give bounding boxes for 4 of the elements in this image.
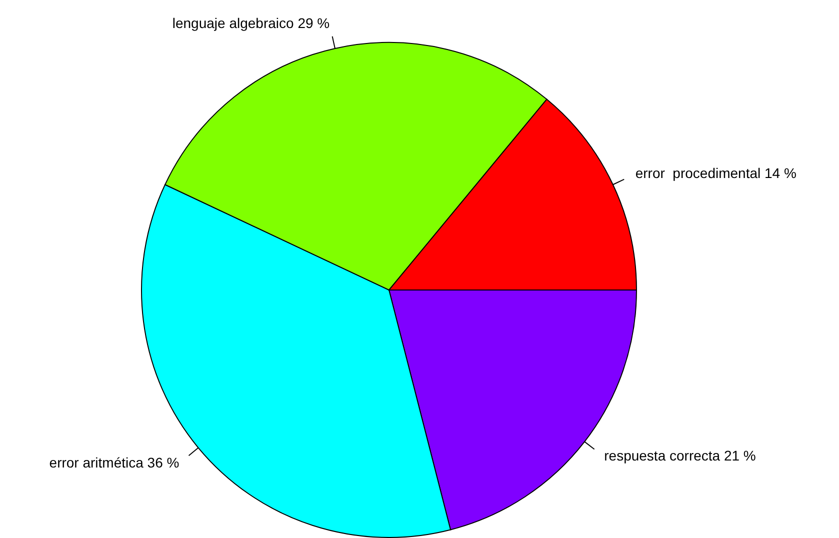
slice-label: error aritmética 36 % bbox=[49, 454, 180, 470]
slice-label: respuesta correcta 21 % bbox=[604, 448, 756, 464]
slice-label: lenguaje algebraico 29 % bbox=[172, 15, 330, 32]
slice-label: error procedimental 14 % bbox=[635, 164, 796, 181]
